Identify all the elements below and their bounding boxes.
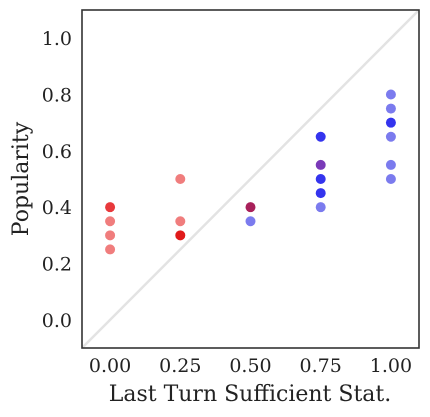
data-point-0 (105, 202, 116, 213)
data-point-13 (315, 202, 326, 213)
data-point-3 (105, 244, 116, 255)
x-tick-label: 0.00 (89, 355, 131, 377)
y-tick-label: 0.0 (42, 310, 72, 332)
data-point-19 (385, 174, 396, 184)
y-tick-label: 0.6 (42, 141, 72, 163)
y-axis-label: Popularity (9, 121, 34, 236)
x-tick-label: 0.25 (159, 355, 201, 377)
data-point-18 (385, 159, 396, 170)
x-tick-label: 0.50 (229, 355, 271, 377)
data-point-17 (385, 131, 396, 142)
axis-ticks: 0.00 0.25 0.50 0.75 1.00 0.0 0.2 0.4 0.6 0.8 1.0 (42, 28, 412, 377)
data-point-2 (105, 230, 116, 241)
data-point-6 (175, 230, 186, 241)
plot-frame (81, 9, 420, 349)
data-point-14 (385, 89, 396, 100)
x-tick-label: 1.00 (370, 355, 412, 377)
reference-line-identity (81, 9, 420, 349)
x-axis-label: Last Turn Sufficient Stat. (109, 382, 392, 407)
data-point-15 (385, 103, 396, 114)
data-point-1 (105, 216, 116, 227)
plot-area (81, 9, 420, 349)
data-point-11 (315, 174, 326, 184)
x-tick-label: 0.75 (300, 355, 342, 377)
data-point-16 (385, 117, 396, 128)
data-point-12 (315, 188, 326, 199)
data-point-4 (175, 174, 186, 184)
y-tick-label: 0.2 (42, 254, 72, 276)
data-point-8 (245, 216, 256, 227)
y-tick-label: 1.0 (42, 28, 72, 50)
data-point-7 (245, 202, 256, 213)
data-point-5 (175, 216, 186, 227)
data-point-9 (315, 131, 326, 142)
data-point-10 (315, 159, 326, 170)
y-tick-label: 0.8 (42, 85, 72, 107)
y-tick-label: 0.4 (42, 197, 72, 219)
